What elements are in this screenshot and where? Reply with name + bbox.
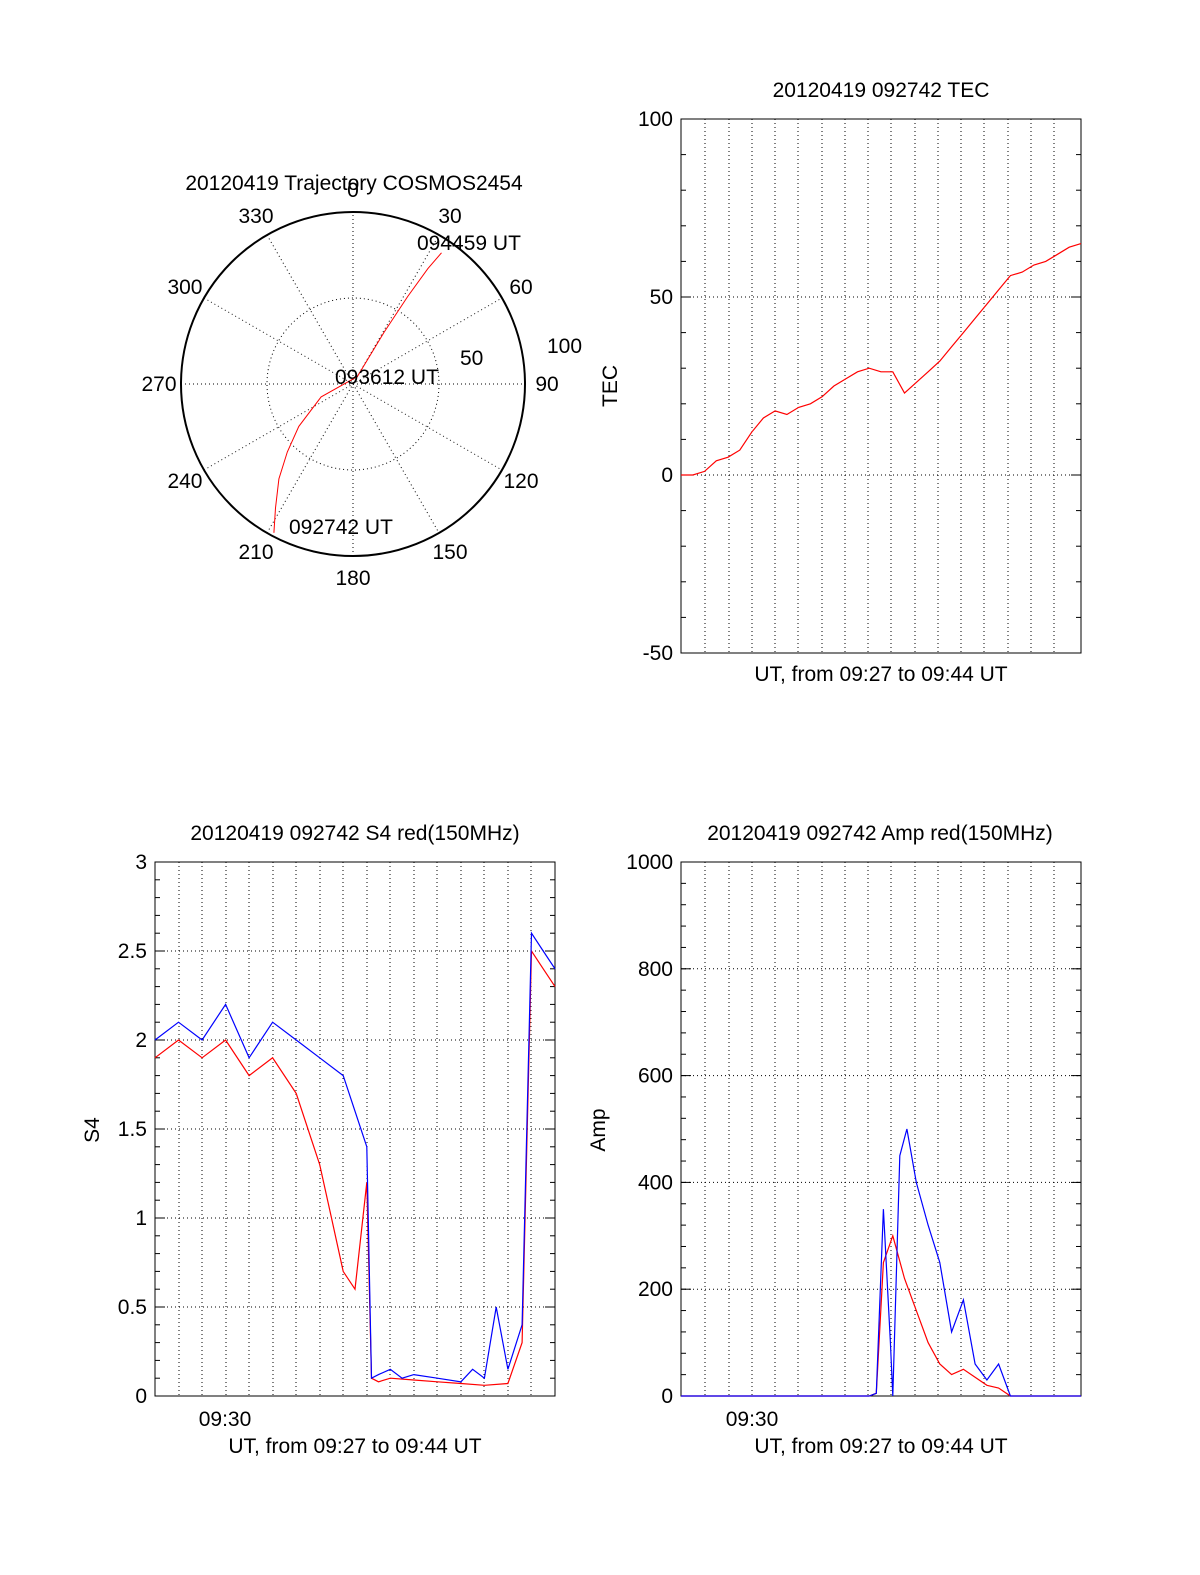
- amp-ytick-label: 400: [638, 1171, 673, 1194]
- polar-annotation-end: 094459 UT: [417, 232, 521, 255]
- amp-ytick-label: 800: [638, 958, 673, 981]
- polar-ring-label-50: 50: [460, 347, 483, 370]
- polar-azimuth-label: 60: [509, 276, 532, 299]
- polar-ring-label-100: 100: [547, 335, 582, 358]
- s4-series: [154, 931, 556, 1386]
- tec-frame: [680, 118, 1082, 654]
- polar-ring-50: [266, 297, 440, 471]
- polar-azimuth-labels: 0 30 60 90 120 150 180 210 240 270 300 330: [141, 179, 558, 590]
- amp-xlabel: UT, from 09:27 to 09:44 UT: [754, 1435, 1007, 1458]
- tec-xlabel: UT, from 09:27 to 09:44 UT: [754, 663, 1007, 686]
- tec-title: 20120419 092742 TEC: [773, 79, 990, 102]
- s4-series-line-0: [154, 949, 556, 1386]
- s4-ytick-label: 2.5: [118, 940, 147, 963]
- tec-y-ticks: 100 50 0 -50: [638, 108, 1081, 665]
- s4-title: 20120419 092742 S4 red(150MHz): [190, 822, 519, 845]
- amp-ytick-label: 200: [638, 1278, 673, 1301]
- tec-ytick-label: 50: [650, 286, 673, 309]
- s4-xlabel: UT, from 09:27 to 09:44 UT: [228, 1435, 481, 1458]
- amp-series: [681, 1128, 1081, 1397]
- polar-azimuth-label: 210: [238, 541, 273, 564]
- polar-spoke: [266, 234, 440, 534]
- s4-ytick-label: 0: [135, 1385, 147, 1408]
- amp-ytick-label: 600: [638, 1065, 673, 1088]
- tec-ytick-label: 0: [661, 464, 673, 487]
- tec-ytick-label: -50: [643, 642, 673, 665]
- amp-xtick-label: 09:30: [726, 1408, 779, 1431]
- polar-azimuth-label: 150: [432, 541, 467, 564]
- amp-ylabel: Amp: [587, 1108, 610, 1151]
- s4-ytick-label: 1: [135, 1207, 147, 1230]
- s4-y-ticks: 3 2.5 2 1.5 1 0.5 0: [118, 851, 555, 1408]
- s4-ytick-label: 3: [135, 851, 147, 874]
- tec-ylabel: TEC: [599, 365, 622, 407]
- s4-ylabel: S4: [81, 1117, 104, 1143]
- s4-ytick-label: 1.5: [118, 1118, 147, 1141]
- polar-azimuth-label: 300: [167, 276, 202, 299]
- polar-annotation-start: 092742 UT: [289, 516, 393, 539]
- polar-trajectory-line: [273, 252, 442, 533]
- polar-azimuth-label: 270: [141, 373, 176, 396]
- polar-chart: 20120419 Trajectory COSMOS2454 0 30 60 90 12…: [141, 172, 582, 590]
- polar-azimuth-label: 0: [347, 179, 359, 202]
- polar-title: 20120419 Trajectory COSMOS2454: [185, 172, 523, 195]
- s4-xtick-label: 09:30: [199, 1408, 252, 1431]
- polar-azimuth-label: 30: [438, 205, 461, 228]
- amp-ytick-label: 1000: [626, 851, 673, 874]
- amp-title: 20120419 092742 Amp red(150MHz): [707, 822, 1053, 845]
- polar-azimuth-label: 240: [167, 470, 202, 493]
- amp-chart: 20120419 092742 Amp red(150MHz) 1000 800 6…: [587, 822, 1082, 1458]
- tec-chart: 20120419 092742 TEC 100 50 0 -50 UT, from 0…: [599, 79, 1082, 686]
- polar-azimuth-label: 180: [335, 567, 370, 590]
- tec-grid: [681, 119, 1081, 653]
- polar-azimuth-label: 90: [535, 373, 558, 396]
- amp-y-ticks: 1000 800 600 400 200 0: [626, 851, 1081, 1408]
- polar-azimuth-label: 330: [238, 205, 273, 228]
- tec-series: [681, 243, 1082, 476]
- amp-ytick-label: 0: [661, 1385, 673, 1408]
- tec-series-line-0: [681, 243, 1082, 476]
- tec-ytick-label: 100: [638, 108, 673, 131]
- s4-ytick-label: 2: [135, 1029, 147, 1052]
- s4-series-line-1: [154, 931, 556, 1383]
- s4-chart: 20120419 092742 S4 red(150MHz) 3 2.5 2 1.5 1…: [81, 822, 556, 1458]
- s4-ytick-label: 0.5: [118, 1296, 147, 1319]
- polar-spokes: [181, 212, 525, 556]
- amp-frame: [680, 861, 1082, 1397]
- polar-azimuth-label: 120: [503, 470, 538, 493]
- amp-series-line-1: [681, 1128, 1081, 1397]
- polar-annotation-mid: 093612 UT: [335, 366, 439, 389]
